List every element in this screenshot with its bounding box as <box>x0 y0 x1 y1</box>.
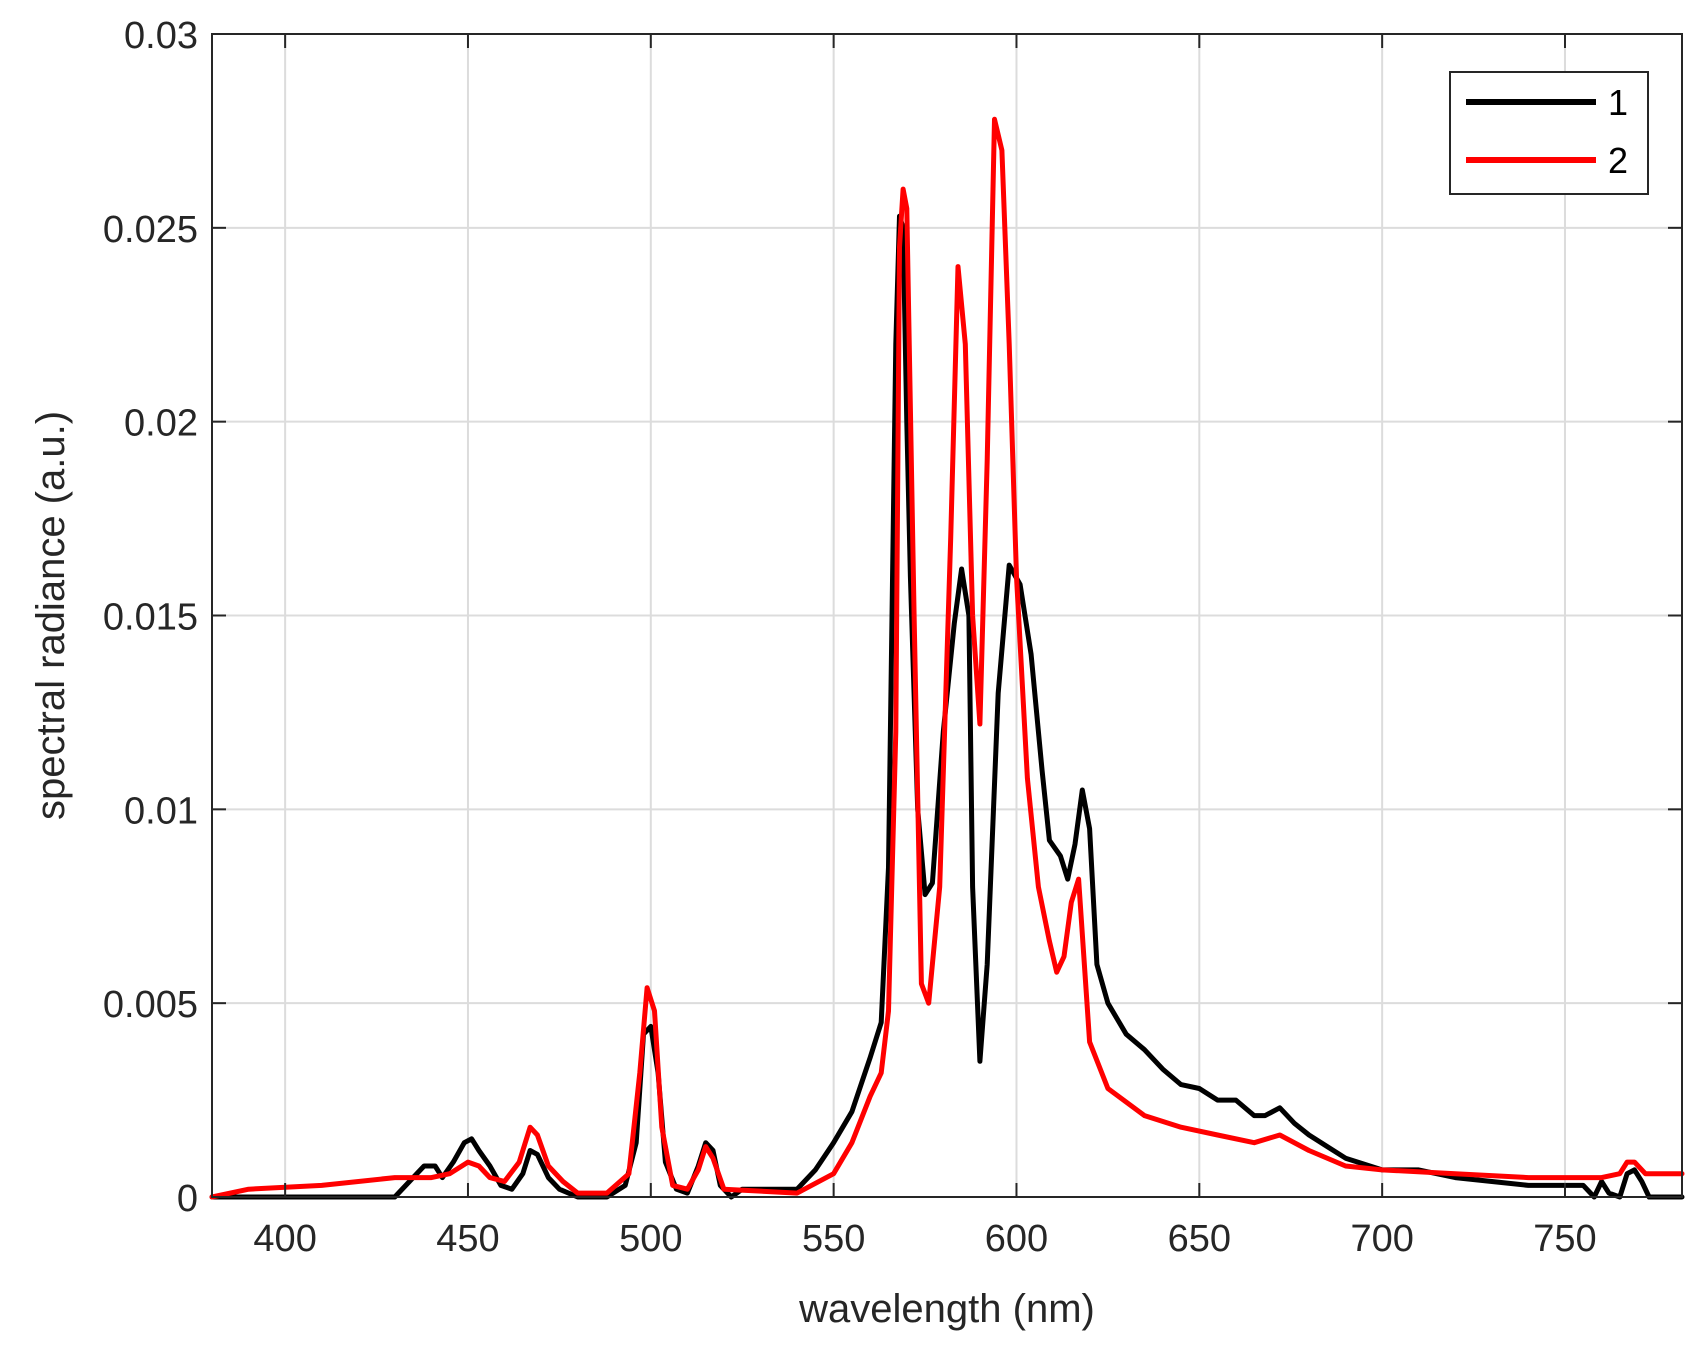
x-tick-label: 750 <box>1533 1218 1596 1260</box>
legend: 12 <box>1449 71 1649 195</box>
x-tick-label: 650 <box>1168 1218 1231 1260</box>
x-tick-label: 400 <box>253 1218 316 1260</box>
x-tick-label: 450 <box>436 1218 499 1260</box>
y-tick-label: 0.02 <box>124 403 198 445</box>
y-tick-label: 0.015 <box>103 597 198 639</box>
legend-box <box>1449 71 1649 195</box>
x-axis-title: wavelength (nm) <box>798 1287 1095 1331</box>
y-tick-label: 0.01 <box>124 790 198 832</box>
y-tick-label: 0 <box>177 1178 198 1220</box>
axis-ticks: 400 450 500 550 600 650 700 750 0 0.005 0.01 0.015 0… <box>103 15 1682 1260</box>
legend-label-2: 2 <box>1608 140 1628 181</box>
y-axis-title: spectral radiance (a.u.) <box>29 411 73 820</box>
y-tick-label: 0.025 <box>103 209 198 251</box>
y-tick-label: 0.03 <box>124 15 198 57</box>
x-tick-label: 500 <box>619 1218 682 1260</box>
legend-label-1: 1 <box>1608 82 1628 123</box>
x-tick-label: 550 <box>802 1218 865 1260</box>
x-tick-label: 700 <box>1350 1218 1413 1260</box>
series-line-2 <box>209 116 1685 1200</box>
y-tick-label: 0.005 <box>103 984 198 1026</box>
x-tick-label: 600 <box>985 1218 1048 1260</box>
data-series <box>209 116 1685 1200</box>
